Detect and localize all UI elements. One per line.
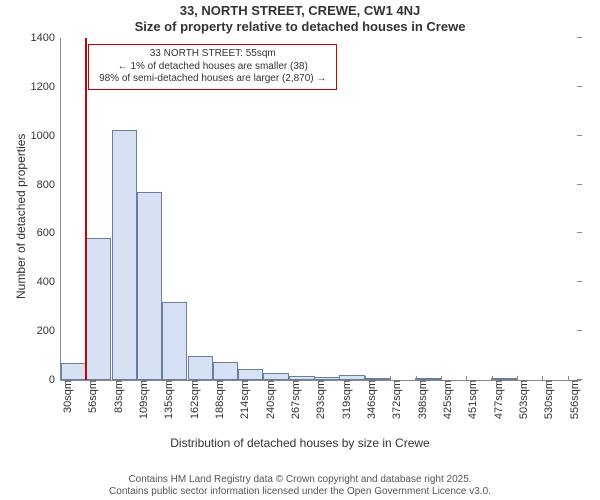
y-tick-label: 1000 [31, 130, 61, 142]
x-tick-label: 83sqm [111, 380, 125, 413]
histogram-bar [213, 362, 238, 380]
x-tick-label: 319sqm [339, 380, 353, 419]
x-tick-label: 477sqm [491, 380, 505, 419]
histogram-bar [162, 302, 187, 380]
x-tick-mark [568, 376, 569, 381]
histogram-bar [61, 363, 86, 380]
y-tick-label: 400 [37, 276, 61, 288]
histogram-bar [365, 378, 390, 380]
x-tick-label: 109sqm [136, 380, 150, 419]
x-tick-label: 214sqm [237, 380, 251, 419]
annotation-box: 33 NORTH STREET: 55sqm ← 1% of detached … [88, 44, 337, 90]
histogram-bar [188, 356, 213, 380]
x-tick-label: 530sqm [541, 380, 555, 419]
x-tick-label: 425sqm [440, 380, 454, 419]
chart-title-line2: Size of property relative to detached ho… [0, 19, 600, 34]
x-tick-mark [542, 376, 543, 381]
histogram-bar [339, 375, 364, 380]
x-tick-label: 162sqm [187, 380, 201, 419]
footer-line2: Contains public sector information licen… [0, 486, 600, 497]
x-tick-label: 503sqm [516, 380, 530, 419]
x-tick-mark [466, 376, 467, 381]
y-tick-mark [577, 330, 582, 331]
y-tick-label: 1200 [31, 81, 61, 93]
histogram-bar [112, 130, 137, 380]
x-tick-mark [517, 376, 518, 381]
x-tick-label: 30sqm [60, 380, 74, 413]
y-tick-label: 1400 [31, 32, 61, 44]
footer-line1: Contains HM Land Registry data © Crown c… [0, 474, 600, 485]
histogram-bar [238, 369, 263, 380]
y-axis-label: Number of detached properties [14, 134, 28, 299]
x-tick-label: 135sqm [161, 380, 175, 419]
x-tick-label: 346sqm [364, 380, 378, 419]
y-tick-label: 800 [37, 179, 61, 191]
histogram-bar [86, 238, 111, 380]
x-tick-label: 56sqm [85, 380, 99, 413]
annotation-line2: ← 1% of detached houses are smaller (38) [99, 61, 326, 74]
y-tick-mark [577, 37, 582, 38]
histogram-bar [289, 376, 314, 380]
marker-line [85, 38, 87, 380]
y-tick-label: 600 [37, 227, 61, 239]
histogram-bar [491, 378, 516, 380]
annotation-line1: 33 NORTH STREET: 55sqm [99, 48, 326, 61]
x-tick-label: 398sqm [415, 380, 429, 419]
x-tick-label: 188sqm [212, 380, 226, 419]
x-tick-label: 240sqm [263, 380, 277, 419]
y-tick-mark [577, 232, 582, 233]
chart-container: { "title": { "line1": "33, NORTH STREET,… [0, 0, 600, 500]
y-tick-label: 200 [37, 325, 61, 337]
y-tick-mark [577, 184, 582, 185]
chart-title-line1: 33, NORTH STREET, CREWE, CW1 4NJ [0, 3, 600, 18]
y-tick-mark [577, 135, 582, 136]
x-tick-mark [441, 376, 442, 381]
annotation-line3: 98% of semi-detached houses are larger (… [99, 73, 326, 86]
x-tick-label: 293sqm [313, 380, 327, 419]
y-tick-mark [577, 86, 582, 87]
x-tick-label: 372sqm [389, 380, 403, 419]
histogram-bar [137, 192, 162, 380]
y-tick-mark [577, 281, 582, 282]
histogram-bar [314, 377, 339, 380]
x-tick-label: 451sqm [465, 380, 479, 419]
x-tick-label: 556sqm [567, 380, 581, 419]
histogram-bar [263, 373, 288, 380]
histogram-bar [415, 378, 440, 380]
x-tick-label: 267sqm [288, 380, 302, 419]
x-axis-label: Distribution of detached houses by size … [0, 436, 600, 450]
